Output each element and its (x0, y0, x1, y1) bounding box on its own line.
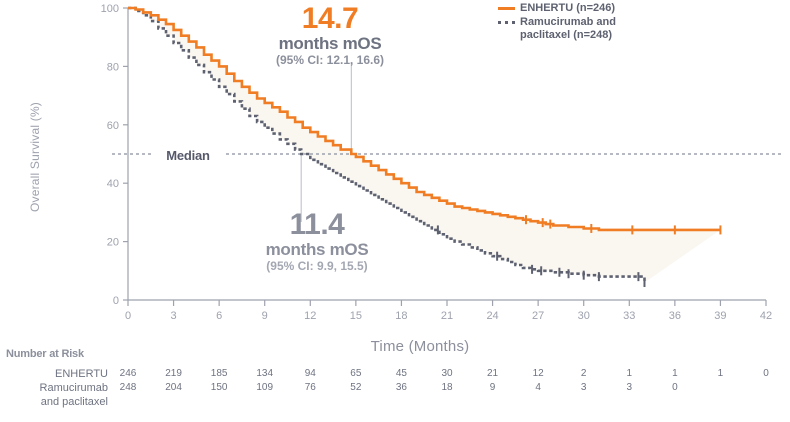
risk-cell: 3 (580, 382, 587, 393)
legend-label-ramucirumab: Ramucirumab and paclitaxel (n=248) (520, 16, 616, 41)
risk-cell: 0 (672, 382, 678, 393)
risk-cell: 9 (489, 382, 496, 393)
risk-cell: 0 (763, 368, 769, 379)
legend-item-enhertu: ENHERTU (n=246) (498, 2, 668, 15)
x-axis-tick-label: 21 (441, 310, 453, 322)
x-axis-tick-label: 18 (395, 310, 407, 322)
risk-cell: 204 (165, 382, 182, 393)
median-reference-label: Median (151, 128, 225, 183)
risk-cell: 1 (626, 368, 633, 379)
risk-cell: 65 (350, 368, 362, 379)
x-axis-title: Time (Months) (370, 338, 470, 355)
risk-table-title: Number at Risk (6, 348, 84, 360)
table-row: ENHERTU 246 219 185 134 94 65 45 30 21 12 2 1 1 1 0 (0, 368, 790, 382)
x-axis-tick-label: 24 (486, 310, 498, 322)
annotation-lower-ci: (95% CI: 9.9, 15.5) (266, 259, 368, 273)
survival-curve-ramucirumab (128, 6, 646, 283)
table-row: Ramucirumab 248 204 150 109 76 52 36 18 9 4 3 3 0 (0, 382, 790, 396)
x-axis-tick-label: 15 (350, 310, 362, 322)
x-axis-tick-label: 36 (669, 310, 681, 322)
survival-curve-enhertu (128, 6, 721, 232)
legend-label-enhertu: ENHERTU (n=246) (520, 2, 616, 14)
risk-cell: 185 (210, 368, 228, 379)
risk-row-label-ramucirumab-line2: and paclitaxel (40, 396, 108, 408)
risk-cell: 12 (532, 368, 544, 379)
risk-cell: 150 (210, 382, 228, 393)
annotation-upper-unit: months mOS (278, 34, 382, 53)
annotation-ramucirumab-median: 11.4 months mOS (95% CI: 9.9, 15.5) (222, 210, 412, 274)
risk-cell: 246 (119, 368, 137, 379)
risk-row-label-ramucirumab: Ramucirumab (39, 382, 108, 394)
x-axis-tick-label: 12 (304, 310, 316, 322)
x-axis-tick-label: 6 (216, 310, 222, 322)
x-axis-tick-label: 42 (760, 310, 772, 322)
y-axis-tick-label: 40 (107, 178, 119, 190)
y-axis-tick-label: 20 (107, 237, 119, 249)
risk-cell: 45 (395, 368, 407, 379)
y-axis-title: Overall Survival (%) (28, 101, 42, 213)
risk-cell: 30 (441, 368, 453, 379)
y-axis-tick-label: 60 (107, 120, 119, 132)
x-axis-tick-label: 39 (714, 310, 726, 322)
x-axis-tick-label: 0 (125, 310, 131, 322)
risk-cell: 248 (119, 382, 137, 393)
x-axis-tick-label: 33 (623, 310, 635, 322)
x-axis-tick-label: 30 (578, 310, 590, 322)
annotation-lower-value: 11.4 (289, 208, 345, 241)
risk-cell: 76 (304, 382, 316, 393)
risk-cell: 94 (304, 368, 316, 379)
risk-cell: 21 (487, 368, 499, 379)
legend-swatch-dotted-icon (498, 21, 515, 24)
risk-cell: 1 (717, 368, 724, 379)
legend-item-ramucirumab: Ramucirumab and paclitaxel (n=248) (498, 16, 668, 42)
risk-cell: 219 (165, 368, 182, 379)
risk-cell: 4 (535, 382, 541, 393)
annotation-enhertu-median: 14.7 months mOS (95% CI: 12.1, 16.6) (240, 4, 420, 68)
x-axis-tick-label: 9 (262, 310, 268, 322)
y-axis-tick-label: 0 (113, 295, 119, 307)
between-curves-shading (128, 8, 721, 283)
risk-cell: 52 (350, 382, 362, 393)
annotation-lower-unit: months mOS (265, 240, 369, 259)
annotation-upper-value: 14.7 (301, 2, 359, 35)
chart-legend: ENHERTU (n=246) Ramucirumab and paclitax… (498, 2, 668, 43)
x-axis-tick-label: 27 (532, 310, 544, 322)
y-axis-tick-label: 80 (107, 61, 119, 73)
risk-cell: 109 (256, 382, 274, 393)
risk-cell: 134 (256, 368, 274, 379)
risk-cell: 3 (626, 382, 633, 393)
annotation-upper-ci: (95% CI: 12.1, 16.6) (275, 53, 385, 67)
legend-swatch-solid-icon (498, 7, 515, 10)
risk-cell: 1 (672, 368, 678, 379)
risk-cell: 18 (441, 382, 453, 393)
y-axis-tick-label: 100 (101, 3, 119, 15)
risk-row-label-enhertu: ENHERTU (55, 368, 108, 380)
x-axis-tick-label: 3 (171, 310, 177, 322)
risk-cell: 36 (395, 382, 407, 393)
risk-cell: 2 (580, 368, 587, 379)
